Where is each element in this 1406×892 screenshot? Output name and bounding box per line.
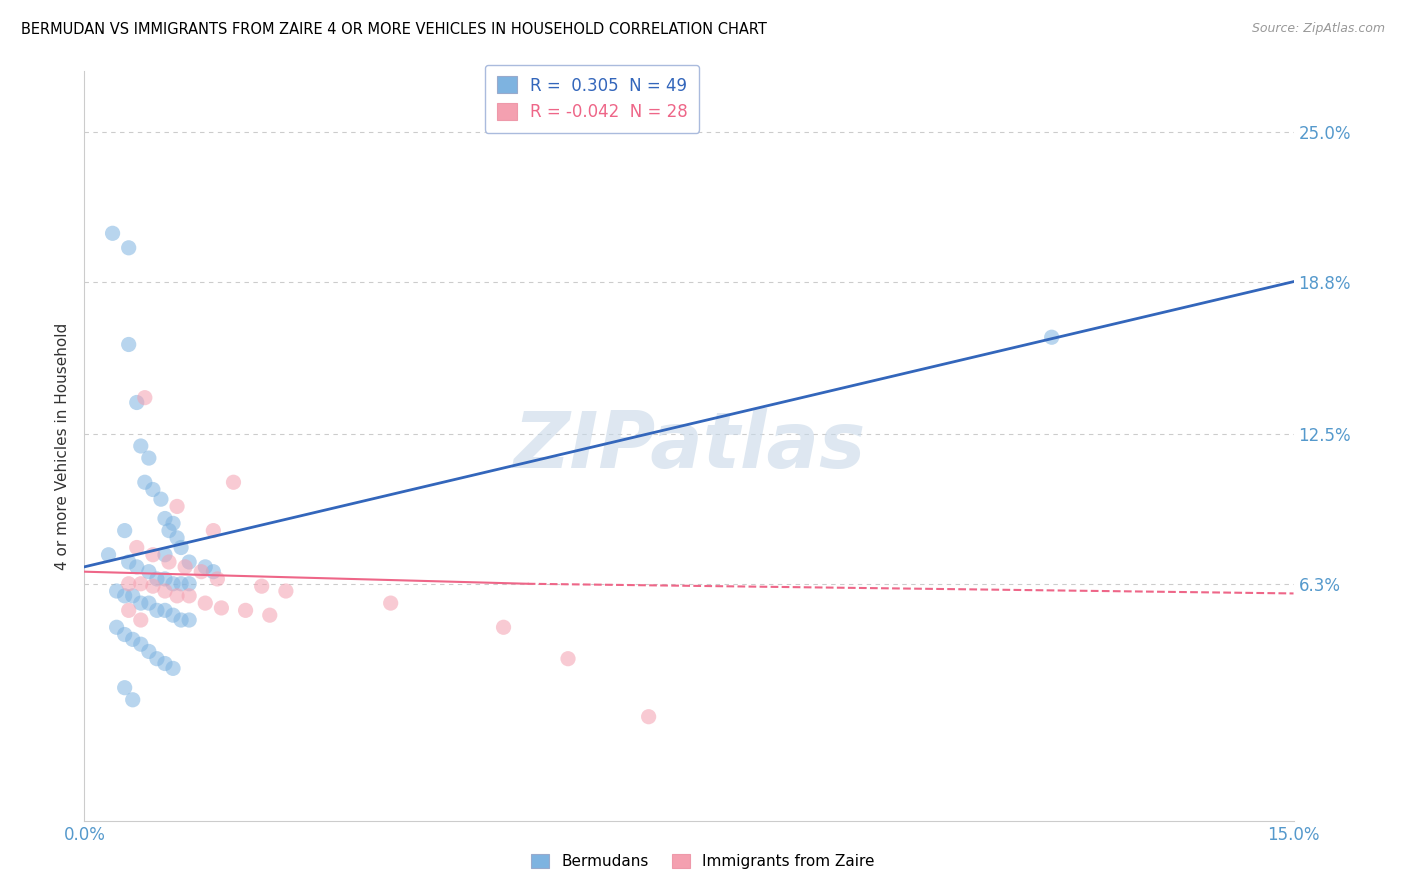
Text: BERMUDAN VS IMMIGRANTS FROM ZAIRE 4 OR MORE VEHICLES IN HOUSEHOLD CORRELATION CH: BERMUDAN VS IMMIGRANTS FROM ZAIRE 4 OR M…: [21, 22, 766, 37]
Text: Source: ZipAtlas.com: Source: ZipAtlas.com: [1251, 22, 1385, 36]
Point: [153, 603, 176, 617]
Point: [170, 613, 193, 627]
Point: [101, 227, 124, 241]
Text: ZIPatlas: ZIPatlas: [513, 408, 865, 484]
Point: [129, 613, 152, 627]
Point: [557, 651, 579, 665]
Point: [114, 681, 136, 695]
Point: [118, 337, 141, 351]
Point: [162, 576, 184, 591]
Point: [207, 572, 229, 586]
Point: [129, 439, 152, 453]
Point: [194, 559, 217, 574]
Point: [153, 584, 176, 599]
Point: [121, 693, 143, 707]
Point: [125, 541, 148, 555]
Point: [153, 511, 176, 525]
Point: [105, 620, 128, 634]
Point: [174, 559, 197, 574]
Point: [146, 603, 169, 617]
Point: [250, 579, 273, 593]
Point: [146, 651, 169, 665]
Point: [235, 603, 257, 617]
Point: [142, 548, 165, 562]
Point: [179, 555, 201, 569]
Point: [138, 565, 160, 579]
Point: [170, 576, 193, 591]
Point: [166, 589, 188, 603]
Point: [105, 584, 128, 599]
Point: [157, 555, 180, 569]
Point: [146, 572, 169, 586]
Point: [121, 632, 143, 647]
Point: [259, 608, 281, 623]
Point: [194, 596, 217, 610]
Point: [209, 601, 232, 615]
Point: [153, 572, 176, 586]
Point: [129, 576, 152, 591]
Point: [157, 524, 180, 538]
Point: [114, 524, 136, 538]
Point: [637, 709, 659, 723]
Point: [202, 524, 225, 538]
Point: [179, 576, 201, 591]
Point: [121, 589, 143, 603]
Point: [202, 565, 225, 579]
Point: [179, 613, 201, 627]
Point: [380, 596, 402, 610]
Point: [118, 241, 141, 255]
Point: [166, 500, 188, 514]
Point: [134, 391, 156, 405]
Point: [1040, 330, 1063, 344]
Point: [179, 589, 201, 603]
Point: [162, 661, 184, 675]
Point: [97, 548, 120, 562]
Point: [142, 579, 165, 593]
Point: [118, 603, 141, 617]
Point: [142, 483, 165, 497]
Point: [166, 531, 188, 545]
Point: [138, 451, 160, 466]
Point: [492, 620, 515, 634]
Point: [129, 596, 152, 610]
Point: [134, 475, 156, 490]
Point: [114, 589, 136, 603]
Point: [114, 627, 136, 641]
Point: [190, 565, 212, 579]
Point: [222, 475, 245, 490]
Point: [170, 541, 193, 555]
Point: [138, 596, 160, 610]
Legend: Bermudans, Immigrants from Zaire: Bermudans, Immigrants from Zaire: [524, 848, 882, 875]
Point: [118, 555, 141, 569]
Point: [274, 584, 297, 599]
Point: [149, 492, 172, 507]
Point: [125, 559, 148, 574]
Point: [162, 516, 184, 531]
Y-axis label: 4 or more Vehicles in Household: 4 or more Vehicles in Household: [55, 322, 70, 570]
Point: [138, 644, 160, 658]
Point: [162, 608, 184, 623]
Point: [153, 657, 176, 671]
Point: [125, 395, 148, 409]
Point: [118, 576, 141, 591]
Point: [129, 637, 152, 651]
Point: [153, 548, 176, 562]
Legend: R =  0.305  N = 49, R = -0.042  N = 28: R = 0.305 N = 49, R = -0.042 N = 28: [485, 65, 699, 133]
